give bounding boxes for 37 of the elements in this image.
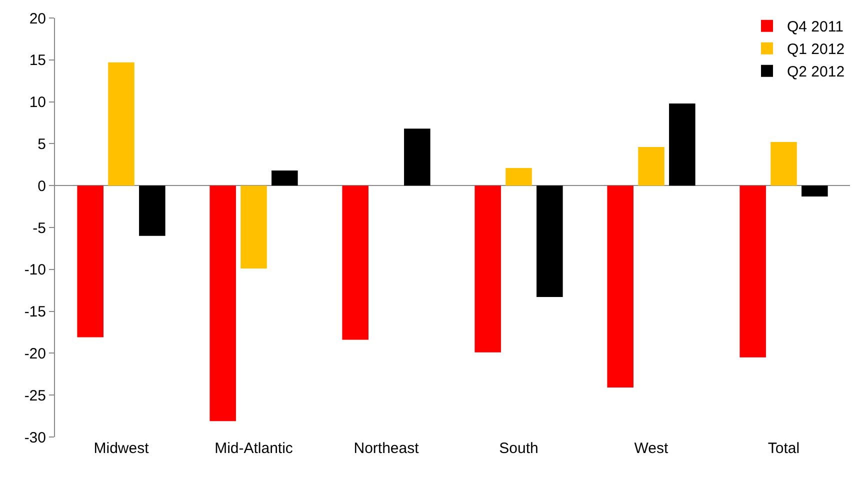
y-tick-label: -10 bbox=[24, 262, 46, 279]
bar bbox=[669, 103, 696, 186]
bar bbox=[638, 147, 664, 186]
y-tick-label: 5 bbox=[38, 136, 46, 153]
x-tick-label: South bbox=[499, 440, 538, 457]
bar bbox=[404, 128, 430, 186]
y-tick-label: -30 bbox=[24, 429, 46, 446]
x-tick-label: Northeast bbox=[354, 440, 420, 457]
x-tick-label: Midwest bbox=[94, 440, 150, 457]
bar bbox=[77, 186, 104, 338]
bar bbox=[506, 168, 532, 186]
legend-label: Q4 2011 bbox=[787, 18, 844, 36]
bar bbox=[139, 186, 166, 236]
legend-label: Q2 2012 bbox=[787, 64, 845, 81]
x-tick-label: Total bbox=[768, 440, 800, 457]
y-tick-label: -15 bbox=[24, 304, 46, 321]
y-tick-label: -25 bbox=[24, 387, 46, 404]
bar bbox=[740, 186, 766, 358]
y-tick-label: 0 bbox=[38, 178, 46, 195]
x-tick-label: Mid-Atlantic bbox=[214, 440, 294, 457]
y-tick-label: 15 bbox=[29, 52, 46, 70]
bar bbox=[240, 186, 267, 269]
legend-label: Q1 2012 bbox=[787, 41, 845, 58]
bar bbox=[474, 186, 501, 352]
bar bbox=[802, 186, 828, 196]
bar bbox=[607, 186, 634, 388]
y-tick-label: -5 bbox=[32, 220, 46, 237]
bar bbox=[770, 142, 797, 186]
y-tick-label: -20 bbox=[24, 345, 46, 362]
bar bbox=[108, 62, 134, 186]
bar bbox=[342, 186, 368, 340]
bar bbox=[536, 186, 563, 298]
bar bbox=[210, 186, 236, 422]
y-tick-label: 10 bbox=[29, 94, 46, 112]
x-tick-label: West bbox=[634, 440, 670, 457]
y-tick-label: 20 bbox=[29, 10, 46, 28]
bar bbox=[272, 170, 298, 186]
